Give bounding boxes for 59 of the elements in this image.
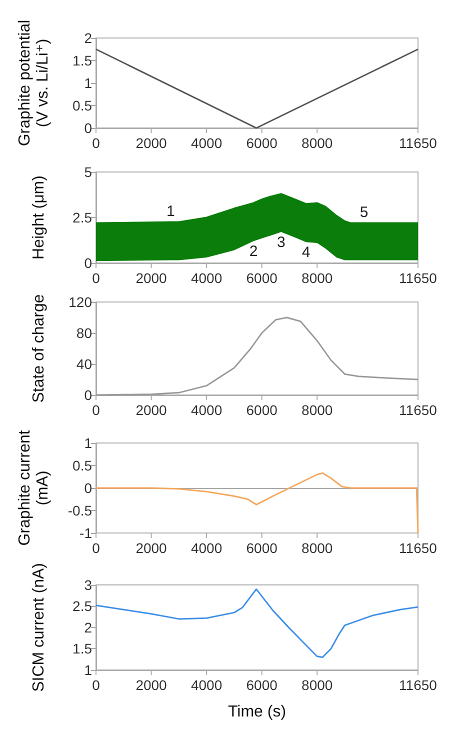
x-tick-label: 8000 [302, 270, 333, 286]
x-tick-label: 11650 [399, 677, 438, 693]
x-tick-label: 2000 [136, 270, 168, 286]
y-tick-label: 80 [76, 325, 92, 341]
x-tick-label: 2000 [136, 677, 168, 693]
x-tick-label: 6000 [246, 270, 278, 286]
y-tick-label: 1 [84, 75, 92, 91]
y-tick-label: -0.5 [68, 502, 92, 518]
annotation: 5 [360, 204, 368, 221]
y-tick-label: 0 [84, 120, 92, 136]
y-tick-label: 3 [84, 576, 92, 593]
x-tick-label: 4000 [190, 540, 222, 556]
x-tick-label: 11650 [399, 540, 438, 556]
x-tick-label: 4000 [190, 135, 222, 151]
x-tick-label: 6000 [246, 677, 278, 693]
x-axis-title: Time (s) [228, 704, 286, 720]
y-axis-title: Graphite potential (V vs. Li/Li⁺) [16, 20, 52, 146]
x-tick-label: 2000 [136, 540, 168, 556]
x-tick-label: 8000 [302, 135, 333, 151]
y-tick-label: 0.5 [72, 458, 92, 474]
y-tick-label: 1.5 [72, 640, 92, 657]
x-tick-label: 11650 [399, 135, 438, 151]
annotation: 3 [277, 234, 286, 252]
x-tick-label: 11650 [399, 402, 438, 418]
y-axis-title: SICM current (nA) [30, 562, 48, 692]
y-tick-label: 2.5 [72, 598, 92, 614]
x-tick-label: 4000 [190, 677, 222, 693]
y-tick-label: 0.5 [72, 98, 92, 114]
y-tick-label: -1 [80, 525, 92, 541]
y-tick-label: 1 [84, 435, 92, 451]
y-tick-label: 2 [84, 30, 92, 46]
x-tick-label: 6000 [246, 540, 278, 556]
y-tick-label: 5 [84, 164, 92, 180]
annotation: 2 [249, 243, 258, 260]
y-axis-title: Graphite current (mA) [16, 430, 52, 546]
y-tick-label: 1.5 [72, 52, 92, 68]
x-tick-label: 8000 [302, 677, 333, 693]
y-tick-label: 120 [68, 294, 92, 310]
y-tick-label: 0 [84, 255, 92, 271]
x-tick-label: 2000 [136, 135, 168, 151]
x-tick-label: 6000 [246, 402, 278, 418]
x-tick-label: 8000 [302, 540, 333, 556]
annotation: 1 [166, 203, 175, 220]
annotation: 4 [302, 244, 310, 262]
x-tick-label: 4000 [190, 270, 222, 286]
x-tick-label: 6000 [246, 135, 278, 151]
y-tick-label: 0 [84, 480, 92, 496]
x-tick-label: 4000 [190, 402, 222, 418]
y-axis-title: Height (μm) [30, 176, 48, 260]
x-tick-label: 2000 [136, 402, 168, 418]
y-tick-label: 2 [84, 619, 92, 636]
x-tick-label: 11650 [399, 270, 438, 286]
y-tick-label: 40 [76, 356, 92, 372]
x-tick-label: 8000 [302, 402, 333, 418]
y-tick-label: 0 [84, 387, 92, 403]
y-tick-label: 2.5 [72, 210, 92, 226]
y-axis-title: State of charge [30, 294, 48, 403]
line-series [95, 588, 419, 658]
y-tick-label: 1 [84, 662, 92, 678]
